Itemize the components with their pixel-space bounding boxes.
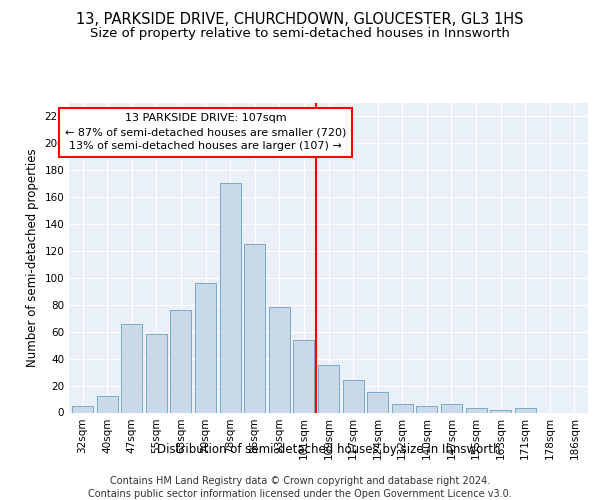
- Bar: [97, 396, 118, 412]
- Bar: [466, 408, 487, 412]
- Text: Contains HM Land Registry data © Crown copyright and database right 2024.: Contains HM Land Registry data © Crown c…: [110, 476, 490, 486]
- Bar: [170, 310, 191, 412]
- Bar: [121, 324, 142, 412]
- Bar: [195, 283, 216, 412]
- Y-axis label: Number of semi-detached properties: Number of semi-detached properties: [26, 148, 39, 367]
- Text: 13 PARKSIDE DRIVE: 107sqm
← 87% of semi-detached houses are smaller (720)
13% of: 13 PARKSIDE DRIVE: 107sqm ← 87% of semi-…: [65, 114, 346, 152]
- Text: Size of property relative to semi-detached houses in Innsworth: Size of property relative to semi-detach…: [90, 28, 510, 40]
- Bar: [146, 334, 167, 412]
- Bar: [220, 184, 241, 412]
- Bar: [293, 340, 314, 412]
- Text: Distribution of semi-detached houses by size in Innsworth: Distribution of semi-detached houses by …: [157, 442, 500, 456]
- Bar: [343, 380, 364, 412]
- Bar: [318, 366, 339, 412]
- Bar: [72, 406, 93, 412]
- Text: Contains public sector information licensed under the Open Government Licence v3: Contains public sector information licen…: [88, 489, 512, 499]
- Text: 13, PARKSIDE DRIVE, CHURCHDOWN, GLOUCESTER, GL3 1HS: 13, PARKSIDE DRIVE, CHURCHDOWN, GLOUCEST…: [76, 12, 524, 28]
- Bar: [244, 244, 265, 412]
- Bar: [269, 308, 290, 412]
- Bar: [416, 406, 437, 412]
- Bar: [515, 408, 536, 412]
- Bar: [441, 404, 462, 412]
- Bar: [490, 410, 511, 412]
- Bar: [367, 392, 388, 412]
- Bar: [392, 404, 413, 412]
